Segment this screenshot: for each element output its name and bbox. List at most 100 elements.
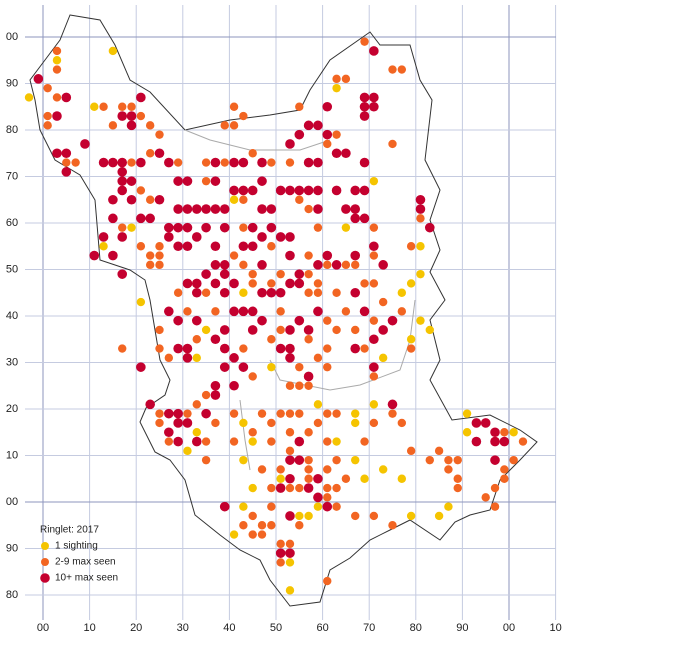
- record-dot: [136, 242, 146, 251]
- record-dot: [303, 157, 314, 168]
- y-tick-label: 40: [6, 310, 18, 322]
- record-dot: [257, 409, 267, 418]
- record-dot: [43, 83, 52, 93]
- record-dot: [248, 279, 257, 288]
- record-dot: [323, 344, 332, 353]
- record-dot: [267, 521, 276, 530]
- record-dot: [434, 446, 444, 456]
- record-dot: [285, 250, 295, 261]
- y-tick-label: 30: [6, 356, 18, 368]
- record-dot: [211, 418, 220, 428]
- record-dot: [257, 287, 267, 298]
- record-dot: [351, 409, 360, 418]
- record-dot: [285, 278, 295, 289]
- record-dot: [313, 353, 323, 363]
- record-dot: [295, 381, 304, 390]
- record-dot: [247, 222, 258, 233]
- record-dot: [285, 409, 295, 418]
- record-dot: [490, 455, 500, 465]
- record-dot: [61, 92, 72, 103]
- record-dot: [155, 251, 164, 260]
- record-dot: [388, 139, 397, 149]
- record-dot: [155, 409, 164, 418]
- record-dot: [304, 465, 313, 474]
- record-dot: [117, 176, 128, 186]
- record-dot: [285, 446, 295, 456]
- record-dot: [351, 455, 360, 465]
- record-dot: [424, 222, 435, 233]
- record-dot: [145, 195, 155, 204]
- record-dot: [444, 502, 453, 511]
- record-dot: [164, 427, 174, 438]
- record-dot: [239, 502, 248, 511]
- record-dot: [173, 436, 183, 447]
- record-dot: [285, 381, 295, 390]
- record-dot: [173, 343, 183, 354]
- record-dot: [210, 157, 221, 168]
- record-dot: [248, 149, 257, 158]
- record-dot: [425, 325, 434, 335]
- record-dot: [285, 455, 295, 465]
- record-dot: [126, 194, 137, 205]
- record-dot: [397, 307, 407, 316]
- record-dot: [332, 74, 341, 84]
- record-dot: [369, 92, 379, 103]
- record-dot: [61, 167, 72, 177]
- record-dot: [183, 307, 192, 316]
- y-tick-label: 00: [6, 496, 18, 508]
- x-tick-label: 80: [410, 622, 422, 634]
- record-dot: [416, 214, 425, 223]
- record-dot: [332, 83, 341, 93]
- record-dot: [304, 269, 313, 279]
- x-tick-label: 00: [503, 622, 515, 634]
- record-dot: [201, 288, 211, 297]
- record-dot: [369, 101, 379, 112]
- record-dot: [229, 185, 239, 196]
- record-dot: [313, 185, 323, 196]
- record-dot: [136, 186, 146, 195]
- x-tick-label: 30: [177, 622, 189, 634]
- record-dot: [118, 102, 127, 111]
- y-tick-label: 20: [6, 403, 18, 415]
- record-dot: [295, 409, 304, 418]
- record-dot: [52, 111, 62, 121]
- record-dot: [415, 194, 426, 205]
- record-dot: [369, 223, 379, 232]
- record-dot: [350, 250, 361, 261]
- record-dot: [117, 167, 128, 177]
- record-dot: [201, 390, 211, 400]
- record-dot: [276, 269, 285, 279]
- record-dot: [480, 418, 491, 428]
- grid: 00 10 20 30 40 50 60 70 80 90 00 10 00 90 80 70 60 50 40 30…: [6, 5, 562, 634]
- record-dot: [201, 269, 211, 279]
- record-dot: [518, 437, 528, 446]
- record-dot: [248, 530, 257, 539]
- record-dot: [378, 260, 388, 270]
- record-dot: [183, 446, 192, 456]
- record-dot: [201, 408, 211, 419]
- record-dot: [341, 148, 351, 159]
- record-dot: [303, 483, 314, 493]
- legend-marker: [41, 558, 49, 566]
- record-dot: [62, 158, 71, 167]
- record-dot: [359, 213, 370, 224]
- record-dot: [98, 157, 109, 168]
- record-dot: [155, 260, 164, 270]
- record-dot: [164, 408, 174, 419]
- record-dot: [351, 325, 360, 335]
- record-dot: [52, 93, 62, 102]
- record-dot: [313, 418, 323, 428]
- record-dot: [387, 315, 398, 326]
- record-dot: [360, 344, 369, 353]
- y-tick-label: 70: [6, 170, 18, 182]
- record-dot: [313, 288, 323, 297]
- record-dot: [500, 428, 509, 437]
- record-dot: [191, 232, 202, 242]
- record-dot: [276, 307, 285, 316]
- record-dot: [266, 222, 277, 233]
- record-dot: [378, 353, 388, 363]
- y-tick-label: 10: [6, 449, 18, 461]
- record-dot: [173, 241, 183, 252]
- record-dot: [239, 521, 248, 530]
- record-dot: [136, 157, 146, 168]
